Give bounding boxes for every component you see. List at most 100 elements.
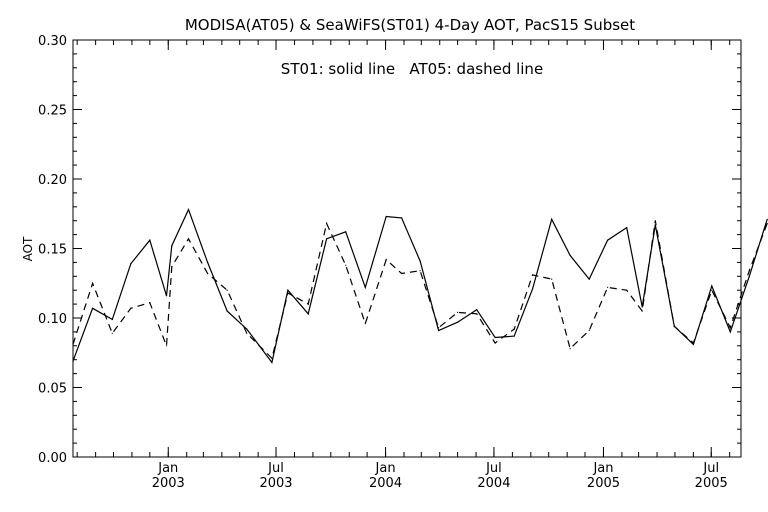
x-tick-month: Jul	[485, 461, 502, 476]
data-point-at05	[111, 332, 113, 334]
data-point-st01	[165, 295, 168, 297]
x-tick-month: Jan	[375, 461, 396, 476]
data-point-st01	[626, 227, 628, 229]
data-point-at05	[513, 328, 515, 330]
data-point-st01	[171, 245, 173, 247]
data-point-st01	[385, 215, 387, 218]
data-point-st01	[607, 239, 609, 241]
data-point-at05	[494, 342, 496, 344]
data-point-at05	[130, 307, 132, 309]
data-point-at05	[654, 220, 656, 222]
data-point-at05	[171, 266, 173, 268]
data-point-at05	[711, 289, 713, 291]
series-line-at05	[72, 220, 768, 360]
data-point-at05	[673, 325, 675, 327]
x-tick-year: 2003	[259, 476, 292, 491]
series-line-st01	[72, 208, 768, 364]
data-point-st01	[401, 217, 403, 219]
data-point-at05	[457, 311, 459, 313]
data-point-at05	[92, 282, 94, 284]
y-tick-label: 0.20	[38, 173, 67, 188]
data-point-st01	[149, 239, 151, 241]
data-point-st01	[92, 307, 94, 309]
data-point-at05	[588, 329, 590, 332]
data-point-st01	[729, 331, 731, 333]
data-point-st01	[748, 275, 750, 277]
data-point-st01	[457, 321, 459, 323]
x-tick-month: Jan	[157, 461, 178, 476]
plot-frame	[72, 39, 742, 458]
data-point-st01	[326, 238, 328, 240]
data-point-at05	[385, 259, 387, 261]
chart-title: MODISA(AT05) & SeaWiFS(ST01) 4-Day AOT, …	[185, 16, 635, 34]
data-point-at05	[569, 348, 571, 350]
data-point-st01	[551, 218, 553, 220]
data-point-st01	[711, 285, 713, 287]
data-point-st01	[364, 286, 366, 288]
data-point-at05	[607, 286, 609, 288]
data-point-at05	[419, 270, 421, 272]
data-point-st01	[271, 361, 273, 364]
y-tick-label: 0.00	[38, 451, 67, 466]
data-point-at05	[326, 222, 328, 225]
y-tick-label: 0.15	[38, 243, 67, 258]
data-point-st01	[207, 261, 209, 263]
data-point-st01	[72, 360, 74, 362]
data-point-at05	[226, 289, 228, 291]
y-axis-label: AOT	[21, 236, 35, 261]
data-point-st01	[187, 209, 190, 211]
data-point-st01	[307, 313, 309, 315]
data-point-st01	[246, 328, 248, 330]
data-point-st01	[532, 288, 534, 290]
y-tick-label: 0.05	[38, 382, 67, 397]
data-point-at05	[187, 238, 190, 240]
data-point-at05	[345, 264, 347, 266]
data-point-st01	[287, 289, 289, 291]
data-point-at05	[532, 274, 534, 276]
line-style-note: ST01: solid line AT05: dashed line	[281, 60, 543, 78]
x-tick-year: 2003	[152, 476, 185, 491]
x-tick-month: Jul	[267, 461, 284, 476]
data-point-at05	[401, 272, 403, 275]
data-point-st01	[419, 260, 421, 262]
data-point-st01	[641, 306, 643, 308]
x-tick-month: Jul	[702, 461, 719, 476]
x-tick-year: 2004	[477, 476, 510, 491]
data-point-at05	[551, 278, 553, 280]
x-tick-month: Jan	[592, 461, 613, 476]
x-tick-year: 2005	[587, 476, 620, 491]
x-axis: Jan2003Jul2003Jan2004Jul2004Jan2005Jul20…	[76, 40, 731, 491]
data-point-st01	[476, 309, 478, 311]
data-point-at05	[307, 303, 309, 305]
data-point-st01	[494, 336, 496, 339]
data-point-at05	[207, 272, 209, 275]
plot-area	[72, 39, 768, 458]
data-point-st01	[588, 278, 590, 280]
data-point-st01	[513, 335, 515, 337]
data-point-at05	[149, 302, 151, 304]
x-tick-year: 2005	[695, 476, 728, 491]
data-point-at05	[729, 327, 731, 329]
data-point-at05	[271, 357, 273, 359]
y-tick-label: 0.10	[38, 312, 67, 327]
data-point-at05	[165, 345, 168, 347]
data-point-at05	[72, 343, 74, 345]
data-point-st01	[345, 231, 347, 233]
data-point-at05	[246, 332, 248, 334]
data-point-at05	[748, 270, 750, 272]
data-point-at05	[626, 289, 628, 291]
x-tick-year: 2004	[369, 476, 402, 491]
data-point-st01	[438, 329, 440, 332]
data-point-at05	[364, 323, 366, 325]
data-point-at05	[438, 327, 440, 329]
data-point-st01	[692, 343, 695, 345]
data-point-at05	[641, 310, 643, 312]
data-point-at05	[692, 342, 695, 344]
data-point-st01	[130, 263, 132, 265]
y-tick-label: 0.25	[38, 104, 67, 119]
data-point-at05	[476, 313, 478, 315]
y-axis: 0.00 0.05 0.10 0.15 0.20 0.25 0.30	[38, 34, 741, 466]
y-tick-label: 0.30	[38, 34, 67, 49]
data-point-st01	[569, 254, 571, 256]
